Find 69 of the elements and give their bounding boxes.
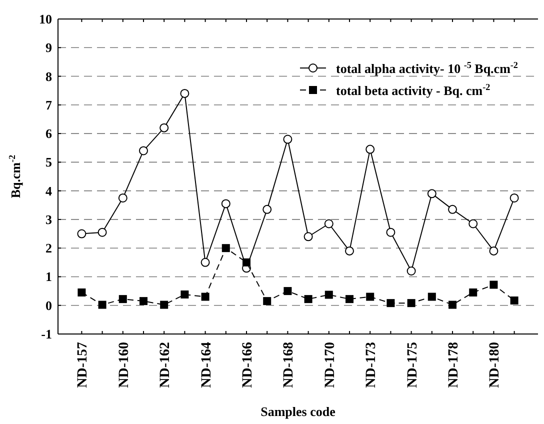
y-tick-label: 2	[46, 240, 52, 256]
point	[386, 299, 395, 308]
point	[160, 300, 168, 309]
point	[160, 123, 169, 132]
point	[510, 193, 519, 202]
x-tick-label: ND-173	[364, 342, 380, 388]
y-tick-label: 0	[46, 298, 52, 313]
point	[324, 290, 333, 299]
point	[469, 288, 478, 296]
x-tick-label: ND-168	[282, 342, 297, 388]
y-tick-label: 6	[46, 126, 52, 142]
x-tick-label: ND-166	[240, 342, 256, 388]
point	[222, 244, 230, 252]
legend-label: total alpha activity- 10 $^{-5}$ Bq.cm$^{-2}$	[336, 60, 518, 76]
point	[428, 292, 436, 301]
point	[304, 232, 313, 242]
point	[262, 204, 272, 214]
point	[283, 134, 292, 144]
y-tick-label: 7	[46, 97, 52, 112]
y-tick-label: 1	[46, 269, 52, 284]
point	[284, 287, 292, 296]
point	[407, 299, 416, 308]
x-axis-title: Samples code	[260, 404, 336, 419]
y-tick-label: 5	[46, 154, 52, 170]
point	[448, 300, 457, 309]
point	[427, 189, 436, 198]
x-tick-label: ND-164	[199, 342, 214, 388]
point	[98, 228, 107, 237]
point	[345, 246, 354, 256]
point	[78, 288, 86, 296]
x-tick-label: ND-157	[76, 342, 91, 388]
x-tick-label: ND-175	[405, 342, 420, 388]
point	[489, 246, 498, 256]
y-tick-label: 10	[39, 12, 52, 26]
point	[221, 199, 230, 208]
y-tick-label: 3	[46, 212, 52, 227]
point	[200, 258, 210, 267]
point	[510, 296, 518, 304]
point	[201, 292, 210, 301]
point	[448, 204, 458, 214]
x-tick-label: ND-160	[116, 342, 132, 388]
legend-label: total beta activity - Bq. cm$^{-2}$	[336, 82, 491, 98]
x-tick-label: ND-178	[446, 342, 462, 388]
y-tick-label: 9	[46, 40, 52, 56]
point	[180, 88, 190, 98]
point	[324, 219, 334, 228]
x-tick-label: ND-162	[158, 342, 174, 388]
x-tick-label: ND-170	[322, 342, 338, 388]
point	[468, 219, 478, 228]
point	[366, 292, 374, 301]
y-tick-label: -1	[41, 326, 52, 342]
point	[366, 144, 375, 154]
point	[490, 280, 498, 289]
point	[98, 300, 106, 309]
y-tick-label: 8	[46, 68, 52, 84]
point	[304, 295, 312, 304]
point	[118, 193, 128, 202]
point	[118, 295, 127, 304]
point	[139, 297, 148, 306]
point	[180, 290, 189, 298]
point	[346, 295, 354, 304]
point	[77, 229, 86, 238]
point	[406, 266, 416, 276]
point	[263, 297, 272, 306]
point	[138, 146, 148, 156]
x-tick-label: ND-180	[488, 342, 503, 388]
point	[386, 228, 396, 237]
point	[242, 258, 250, 266]
y-tick-label: 4	[46, 183, 52, 198]
